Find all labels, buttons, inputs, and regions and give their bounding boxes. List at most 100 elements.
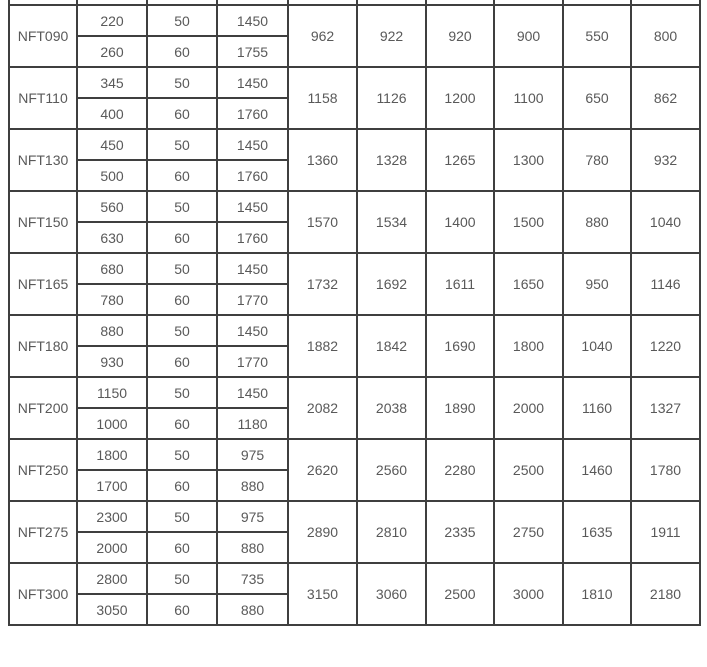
merged-value-cell: 900 [493, 4, 564, 68]
table-row: NFT090 220 50 1450 962 922 920 900 550 800 [8, 4, 701, 68]
merged-value-cell: 1160 [562, 376, 632, 440]
merged-value-cell: 862 [630, 66, 701, 130]
table-row: 1000 60 1180 [9, 407, 700, 440]
model-cell: NFT275 [8, 500, 78, 564]
value-cell: 60 [146, 407, 218, 440]
value-cell: 880 [76, 314, 148, 347]
value-cell: 1150 [76, 376, 148, 409]
merged-value-cell: 1146 [630, 252, 701, 316]
value-cell: 50 [146, 438, 218, 471]
merged-value-cell: 2335 [425, 500, 495, 564]
merged-value-cell: 1780 [630, 438, 701, 502]
model-cell: NFT300 [8, 562, 78, 626]
value-cell: 1700 [76, 469, 148, 502]
merged-value-cell: 2810 [356, 500, 427, 564]
merged-value-cell: 1100 [493, 66, 564, 130]
value-cell: 1000 [76, 407, 148, 440]
table-row: 1700 60 880 [9, 469, 700, 502]
merged-value-cell: 550 [562, 4, 632, 68]
value-cell: 630 [76, 221, 148, 254]
value-cell: 880 [216, 593, 289, 626]
value-cell: 1450 [216, 314, 289, 347]
model-cell: NFT250 [8, 438, 78, 502]
table-row: 630 60 1760 [9, 221, 700, 254]
value-cell: 1760 [216, 221, 289, 254]
table-row: NFT250 1800 50 975 2620 2560 2280 2500 1460 1780 [8, 438, 701, 502]
merged-value-cell: 1635 [562, 500, 632, 564]
value-cell: 60 [146, 593, 218, 626]
value-cell: 880 [216, 531, 289, 564]
value-cell: 50 [146, 66, 218, 99]
clipped-cell [146, 0, 218, 6]
merged-value-cell: 920 [425, 4, 495, 68]
merged-value-cell: 1732 [287, 252, 358, 316]
model-cell: NFT150 [8, 190, 78, 254]
model-cell: NFT130 [8, 128, 78, 192]
clipped-cell [216, 0, 289, 6]
spec-table: NFT090 220 50 1450 962 922 920 900 550 800 260 60 17… [8, 0, 701, 626]
merged-value-cell: 1220 [630, 314, 701, 378]
merged-value-cell: 3060 [356, 562, 427, 626]
merged-value-cell: 1800 [493, 314, 564, 378]
merged-value-cell: 1690 [425, 314, 495, 378]
value-cell: 1450 [216, 128, 289, 161]
value-cell: 1755 [216, 35, 289, 68]
value-cell: 60 [146, 159, 218, 192]
merged-value-cell: 3150 [287, 562, 358, 626]
clipped-cell [287, 0, 358, 6]
table-row: 2000 60 880 [9, 531, 700, 564]
merged-value-cell: 2750 [493, 500, 564, 564]
table-row: NFT150 560 50 1450 1570 1534 1400 1500 880 1040 [8, 190, 701, 254]
value-cell: 50 [146, 128, 218, 161]
value-cell: 260 [76, 35, 148, 68]
value-cell: 1450 [216, 190, 289, 223]
value-cell: 735 [216, 562, 289, 595]
value-cell: 2300 [76, 500, 148, 533]
merged-value-cell: 1327 [630, 376, 701, 440]
value-cell: 975 [216, 438, 289, 471]
merged-value-cell: 2500 [493, 438, 564, 502]
value-cell: 50 [146, 252, 218, 285]
value-cell: 560 [76, 190, 148, 223]
merged-value-cell: 962 [287, 4, 358, 68]
value-cell: 60 [146, 531, 218, 564]
value-cell: 50 [146, 376, 218, 409]
merged-value-cell: 2082 [287, 376, 358, 440]
value-cell: 975 [216, 500, 289, 533]
model-cell: NFT165 [8, 252, 78, 316]
value-cell: 1770 [216, 283, 289, 316]
merged-value-cell: 1534 [356, 190, 427, 254]
value-cell: 345 [76, 66, 148, 99]
merged-value-cell: 1360 [287, 128, 358, 192]
table-row: NFT200 1150 50 1450 2082 2038 1890 2000 1160 1327 [8, 376, 701, 440]
table-row: NFT165 680 50 1450 1732 1692 1611 1650 950 1146 [8, 252, 701, 316]
merged-value-cell: 932 [630, 128, 701, 192]
merged-value-cell: 1882 [287, 314, 358, 378]
value-cell: 1450 [216, 252, 289, 285]
table-row: 3050 60 880 [9, 593, 700, 626]
clipped-cell [425, 0, 495, 6]
clipped-cell [493, 0, 564, 6]
merged-value-cell: 1400 [425, 190, 495, 254]
table-row: 500 60 1760 [9, 159, 700, 192]
value-cell: 60 [146, 469, 218, 502]
merged-value-cell: 1126 [356, 66, 427, 130]
merged-value-cell: 880 [562, 190, 632, 254]
value-cell: 60 [146, 35, 218, 68]
merged-value-cell: 1500 [493, 190, 564, 254]
value-cell: 60 [146, 97, 218, 130]
merged-value-cell: 1611 [425, 252, 495, 316]
value-cell: 400 [76, 97, 148, 130]
merged-value-cell: 2890 [287, 500, 358, 564]
merged-value-cell: 2280 [425, 438, 495, 502]
merged-value-cell: 1692 [356, 252, 427, 316]
merged-value-cell: 1200 [425, 66, 495, 130]
value-cell: 2000 [76, 531, 148, 564]
value-cell: 1450 [216, 66, 289, 99]
merged-value-cell: 1570 [287, 190, 358, 254]
value-cell: 50 [146, 4, 218, 37]
value-cell: 60 [146, 221, 218, 254]
value-cell: 220 [76, 4, 148, 37]
merged-value-cell: 1265 [425, 128, 495, 192]
clipped-cell [8, 0, 78, 6]
